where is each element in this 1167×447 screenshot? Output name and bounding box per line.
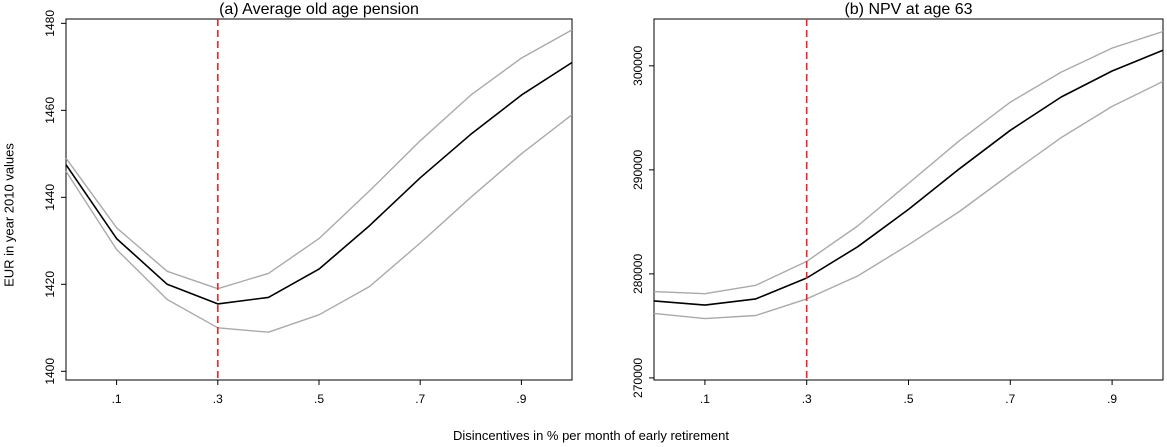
panel-title: (b) NPV at age 63 bbox=[844, 1, 972, 18]
plot-frame bbox=[65, 18, 573, 381]
x-axis-label: Disincentives in % per month of early re… bbox=[453, 428, 729, 443]
y-tick-label: 280000 bbox=[631, 254, 645, 294]
plot-frame bbox=[653, 18, 1164, 381]
series-ci-line bbox=[653, 80, 1164, 320]
x-tick-label: .3 bbox=[213, 392, 223, 406]
y-tick-label: 1480 bbox=[43, 10, 57, 37]
series-estimate-line bbox=[653, 49, 1164, 306]
x-tick-label: .5 bbox=[314, 392, 324, 406]
series-ci-line bbox=[65, 114, 573, 333]
series-ci-line bbox=[653, 30, 1164, 295]
panel-title: (a) Average old age pension bbox=[219, 1, 419, 18]
x-tick-label: .7 bbox=[415, 392, 425, 406]
chart-panel-1: (a) Average old age pension 1400 1420 1440 1… bbox=[43, 1, 573, 406]
x-tick-label: .1 bbox=[700, 392, 710, 406]
chart-panel-2: (b) NPV at age 63 270000 280000 290000 30000… bbox=[631, 1, 1164, 406]
series-estimate-line bbox=[65, 61, 573, 305]
x-tick-label: .1 bbox=[112, 392, 122, 406]
y-tick-label: 270000 bbox=[631, 358, 645, 398]
y-tick-label: 1440 bbox=[43, 184, 57, 211]
x-tick-label: .3 bbox=[802, 392, 812, 406]
y-tick-label: 1420 bbox=[43, 271, 57, 298]
x-tick-label: .9 bbox=[1107, 392, 1117, 406]
y-tick-label: 1460 bbox=[43, 97, 57, 124]
y-tick-label: 290000 bbox=[631, 150, 645, 190]
x-tick-label: .9 bbox=[516, 392, 526, 406]
series-ci-line bbox=[65, 29, 573, 290]
y-tick-label: 300000 bbox=[631, 45, 645, 85]
y-axis-label: EUR in year 2010 values bbox=[2, 143, 17, 287]
y-tick-label: 1400 bbox=[43, 358, 57, 385]
x-tick-label: .7 bbox=[1005, 392, 1015, 406]
x-tick-label: .5 bbox=[903, 392, 913, 406]
